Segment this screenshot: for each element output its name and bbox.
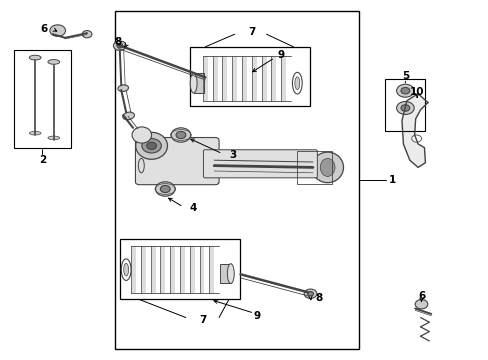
Polygon shape — [141, 246, 145, 293]
Polygon shape — [261, 56, 266, 101]
Text: 9: 9 — [277, 50, 285, 60]
Polygon shape — [242, 56, 246, 101]
Ellipse shape — [29, 131, 41, 135]
Text: 2: 2 — [39, 155, 46, 165]
Ellipse shape — [294, 77, 299, 90]
Ellipse shape — [320, 158, 334, 176]
Ellipse shape — [48, 136, 60, 140]
Text: 6: 6 — [41, 24, 48, 34]
Polygon shape — [131, 246, 136, 293]
Bar — [189, 47, 309, 106]
Circle shape — [400, 87, 409, 94]
Polygon shape — [209, 246, 214, 293]
Circle shape — [146, 142, 156, 149]
Ellipse shape — [136, 132, 167, 159]
Text: 7: 7 — [247, 27, 255, 37]
Circle shape — [171, 128, 190, 142]
Text: 8: 8 — [315, 293, 322, 303]
Ellipse shape — [48, 60, 60, 64]
FancyBboxPatch shape — [203, 150, 317, 178]
Ellipse shape — [132, 127, 151, 143]
Circle shape — [160, 185, 170, 193]
Circle shape — [396, 102, 413, 114]
Circle shape — [155, 182, 175, 196]
Ellipse shape — [138, 158, 144, 173]
Circle shape — [400, 105, 409, 111]
Polygon shape — [170, 246, 175, 293]
Circle shape — [304, 289, 316, 298]
Circle shape — [113, 41, 126, 50]
Polygon shape — [281, 56, 285, 101]
Ellipse shape — [29, 55, 41, 60]
Text: 6: 6 — [417, 291, 424, 301]
Bar — [193, 73, 204, 93]
Bar — [385, 79, 425, 131]
Circle shape — [176, 131, 185, 139]
Text: 7: 7 — [199, 315, 206, 325]
Polygon shape — [160, 246, 165, 293]
Ellipse shape — [118, 85, 128, 91]
Text: 1: 1 — [388, 175, 396, 185]
Circle shape — [50, 25, 65, 36]
FancyBboxPatch shape — [135, 138, 219, 185]
Ellipse shape — [123, 264, 128, 276]
Bar — [297, 151, 331, 184]
Circle shape — [414, 300, 427, 309]
Polygon shape — [150, 246, 155, 293]
Polygon shape — [251, 56, 256, 101]
Ellipse shape — [122, 112, 134, 120]
Text: 4: 4 — [189, 203, 197, 213]
Polygon shape — [199, 246, 204, 293]
Text: 8: 8 — [114, 37, 121, 48]
Text: 5: 5 — [401, 71, 408, 81]
Polygon shape — [271, 56, 276, 101]
Bar — [120, 239, 239, 299]
Ellipse shape — [190, 73, 197, 93]
Text: 3: 3 — [228, 150, 236, 160]
Bar — [115, 11, 359, 349]
Bar — [220, 264, 230, 283]
Ellipse shape — [311, 152, 343, 183]
Polygon shape — [232, 56, 237, 101]
Text: 10: 10 — [409, 87, 424, 97]
Circle shape — [396, 84, 413, 97]
Ellipse shape — [227, 264, 234, 284]
Polygon shape — [203, 56, 207, 101]
Circle shape — [142, 139, 161, 153]
Circle shape — [411, 135, 421, 142]
Polygon shape — [222, 56, 227, 101]
Polygon shape — [189, 246, 194, 293]
Circle shape — [117, 44, 122, 48]
Polygon shape — [180, 246, 184, 293]
Polygon shape — [212, 56, 217, 101]
Text: 9: 9 — [253, 311, 260, 321]
Circle shape — [82, 31, 92, 38]
Bar — [14, 50, 71, 148]
Circle shape — [307, 292, 313, 296]
Polygon shape — [401, 94, 427, 167]
